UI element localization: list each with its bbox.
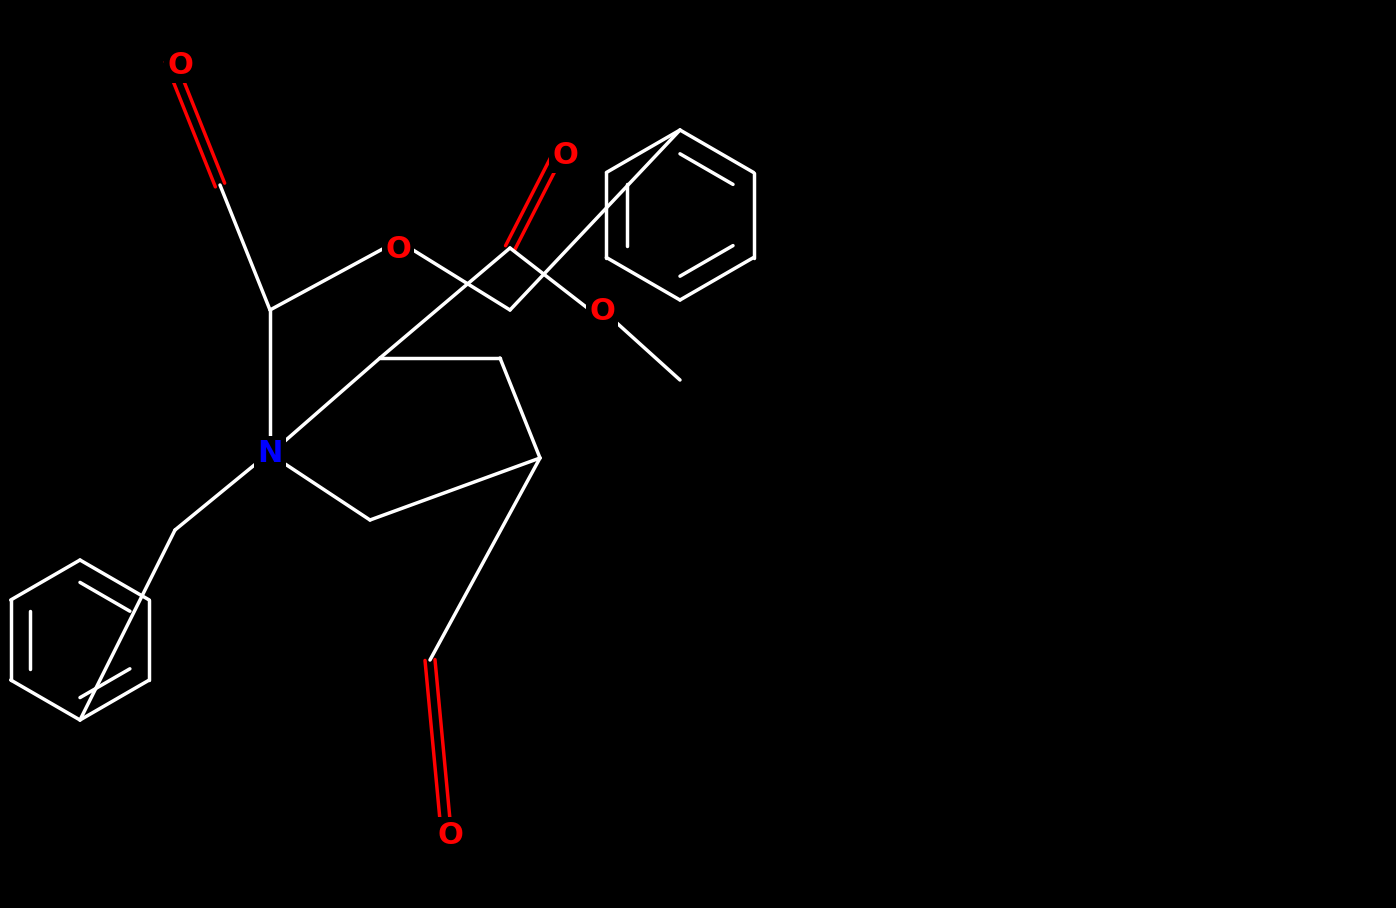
Text: O: O [168, 51, 193, 80]
Text: O: O [385, 235, 410, 264]
Text: O: O [589, 298, 614, 327]
Text: O: O [551, 141, 578, 170]
Text: O: O [437, 821, 463, 850]
Text: N: N [257, 439, 282, 469]
